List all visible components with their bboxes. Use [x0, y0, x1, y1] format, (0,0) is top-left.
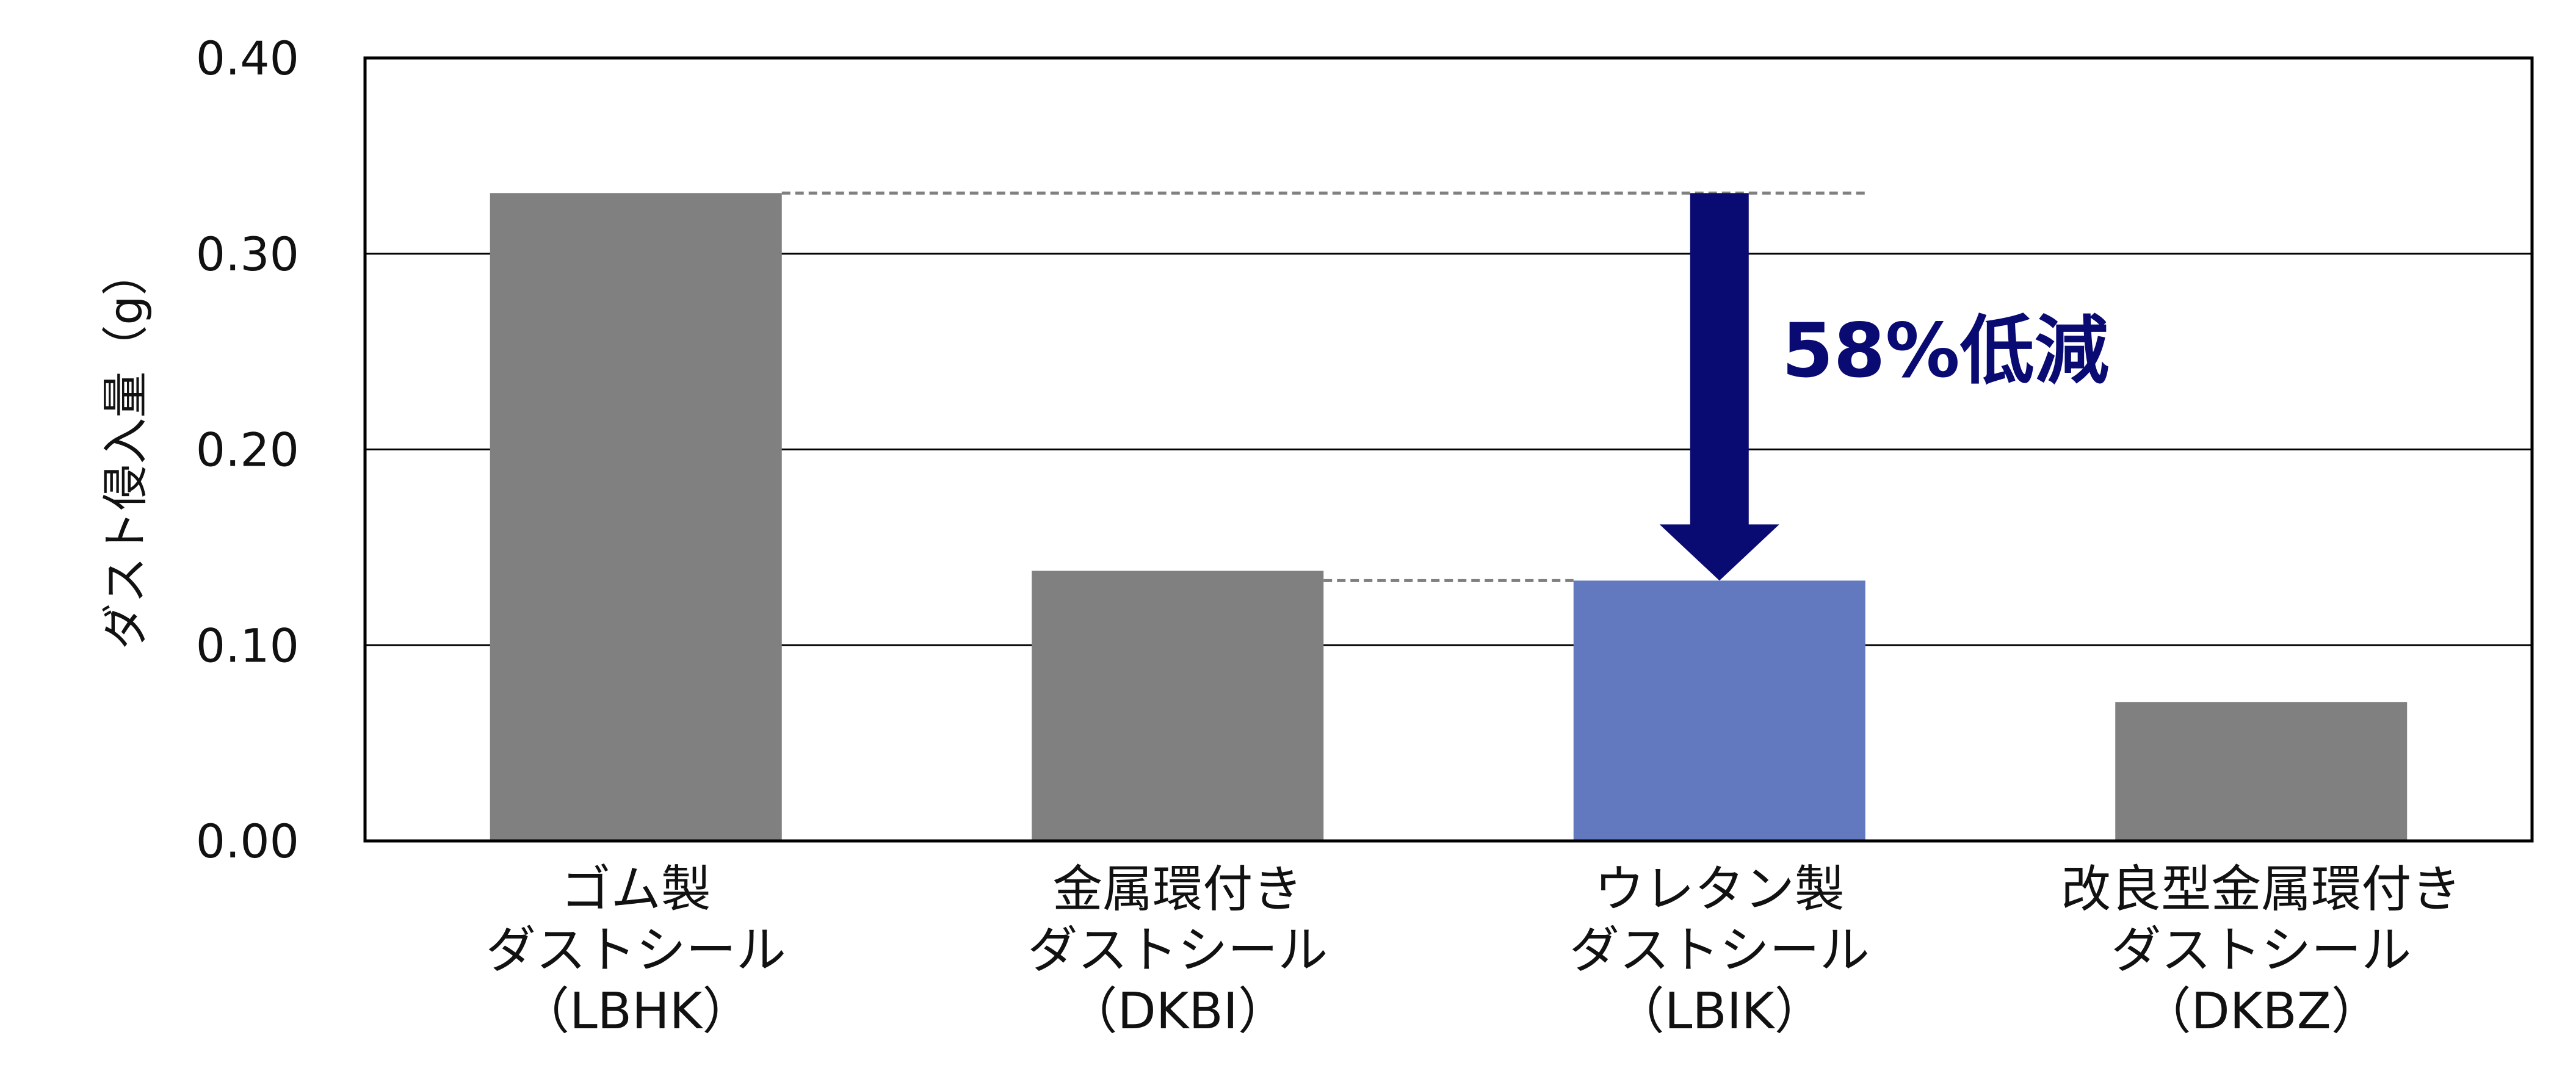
category-label: ダストシール [1569, 921, 1870, 979]
category-label: （LBHK） [519, 983, 752, 1040]
category-label: 金属環付き [1052, 860, 1303, 918]
category-label: （DKBZ） [2141, 983, 2381, 1040]
category-label: ゴム製 [561, 860, 711, 918]
category-label: ダストシール [486, 921, 786, 979]
y-tick-label: 0.40 [196, 31, 299, 85]
bar-1 [490, 193, 782, 841]
y-tick-label: 0.10 [196, 618, 299, 673]
plot-frame [363, 56, 2534, 843]
x-axis-labels: ゴム製ダストシール（LBHK）金属環付きダストシール（DKBI）ウレタン製ダスト… [486, 860, 2462, 1040]
category-label: ウレタン製 [1594, 860, 1845, 918]
bars [490, 193, 2408, 841]
y-axis-ticks: 0.00 0.10 0.20 0.30 0.40 [196, 31, 299, 868]
reference-lines [781, 191, 1865, 582]
reduction-arrow-icon [1659, 193, 1779, 581]
annotation: 58%低減 [1659, 193, 2109, 581]
bar-3 [1573, 580, 1865, 841]
y-axis-title: ダスト侵入量（g） [98, 249, 153, 649]
category-label: （LBIK） [1615, 983, 1825, 1040]
category-label: 改良型金属環付き [2061, 860, 2461, 918]
category-label: ダストシール [2111, 921, 2411, 979]
y-tick-label: 0.20 [196, 423, 299, 477]
category-label: ダストシール [1027, 921, 1328, 979]
bar-2 [1032, 571, 1324, 841]
bar-4 [2115, 702, 2408, 841]
category-label: （DKBI） [1068, 983, 1288, 1040]
y-tick-label: 0.30 [196, 227, 299, 281]
reduction-annotation: 58%低減 [1782, 308, 2109, 394]
y-tick-label: 0.00 [196, 814, 299, 868]
